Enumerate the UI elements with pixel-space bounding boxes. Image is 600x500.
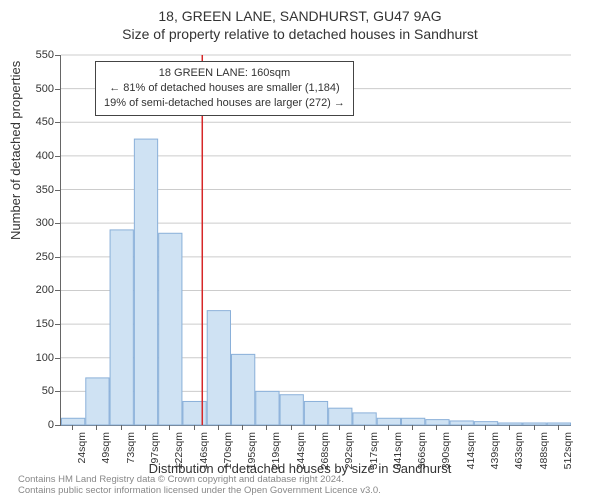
histogram-bar — [474, 422, 497, 425]
annotation-box: 18 GREEN LANE: 160sqm ← 81% of detached … — [95, 61, 354, 116]
page-subtitle: Size of property relative to detached ho… — [0, 26, 600, 42]
annotation-line1: 18 GREEN LANE: 160sqm — [104, 66, 345, 81]
y-tick-label: 150 — [24, 318, 54, 330]
annotation-line3: 19% of semi-detached houses are larger (… — [104, 96, 345, 111]
histogram-bar — [62, 418, 85, 425]
footer-line1: Contains HM Land Registry data © Crown c… — [18, 475, 381, 485]
y-tick-label: 350 — [24, 184, 54, 196]
y-tick-label: 300 — [24, 217, 54, 229]
histogram-bar — [304, 401, 327, 425]
y-tick-label: 550 — [24, 49, 54, 61]
y-tick-label: 50 — [24, 385, 54, 397]
y-tick-label: 500 — [24, 83, 54, 95]
histogram-bar — [353, 413, 376, 425]
histogram-bar — [450, 421, 473, 425]
histogram-bar — [280, 395, 303, 425]
histogram-bar — [426, 420, 449, 425]
histogram-bar — [377, 418, 400, 425]
annotation-line2: ← 81% of detached houses are smaller (1,… — [104, 81, 345, 96]
histogram-bar — [134, 139, 157, 425]
y-tick-label: 250 — [24, 251, 54, 263]
histogram-bar — [523, 423, 546, 425]
y-tick-label: 200 — [24, 284, 54, 296]
page-title: 18, GREEN LANE, SANDHURST, GU47 9AG — [0, 8, 600, 24]
histogram-bar — [159, 233, 182, 425]
histogram-bar — [547, 423, 570, 425]
footer-line2: Contains public sector information licen… — [18, 486, 381, 496]
y-axis-label: Number of detached properties — [8, 61, 23, 240]
y-tick-label: 400 — [24, 150, 54, 162]
histogram-bar — [232, 354, 255, 425]
histogram-bar — [110, 230, 133, 425]
chart-plot-area: 18 GREEN LANE: 160sqm ← 81% of detached … — [60, 55, 571, 426]
footer-attribution: Contains HM Land Registry data © Crown c… — [18, 475, 381, 496]
histogram-bar — [86, 378, 109, 425]
y-tick-label: 100 — [24, 352, 54, 364]
y-tick-label: 450 — [24, 116, 54, 128]
histogram-bar — [402, 418, 425, 425]
histogram-bar — [207, 311, 230, 425]
histogram-bar — [256, 391, 279, 425]
y-tick-label: 0 — [24, 419, 54, 431]
histogram-bar — [329, 408, 352, 425]
histogram-bar — [499, 423, 522, 425]
